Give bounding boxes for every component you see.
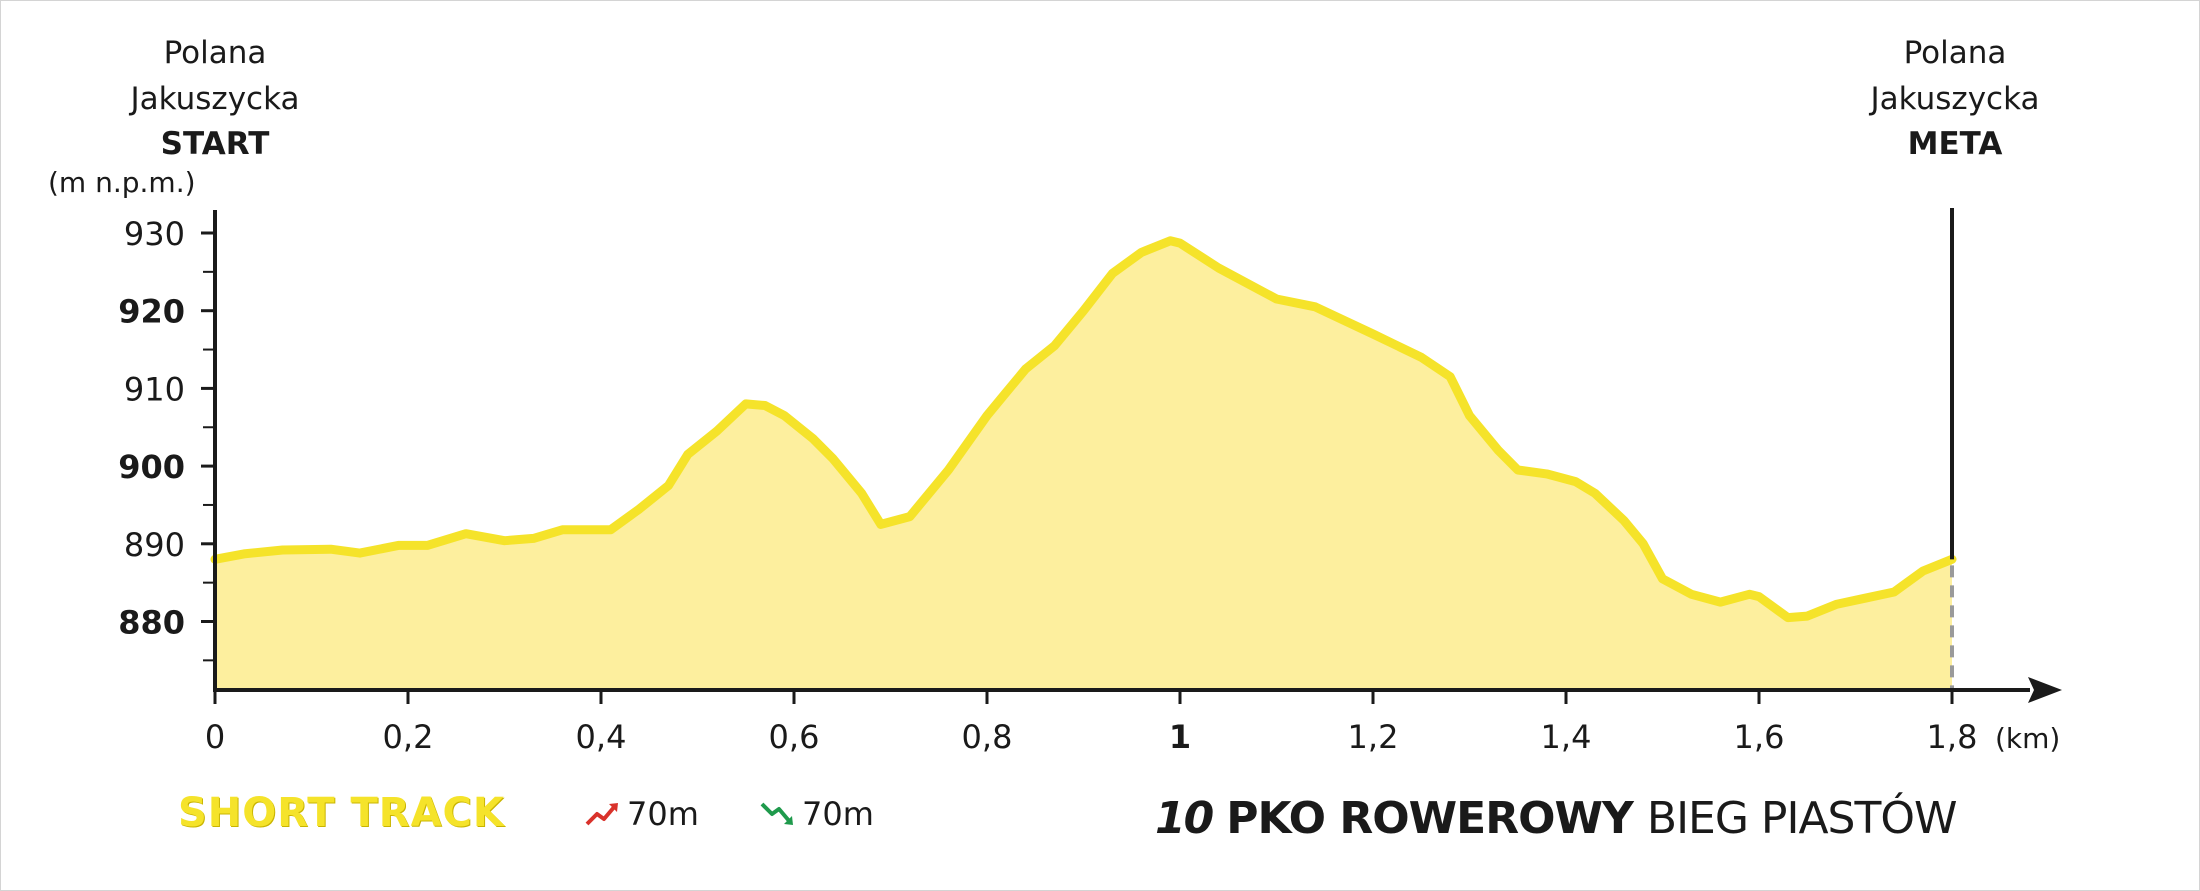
y-tick-label: 930 <box>124 215 185 253</box>
y-tick-label: 910 <box>124 370 185 408</box>
end-label-line3: META <box>1908 126 2003 162</box>
trend-down-icon <box>760 802 793 825</box>
x-tick-label: 0 <box>205 718 225 756</box>
end-label-line1: Polana <box>1904 35 2007 71</box>
brand-light-text: BIEG PIASTÓW <box>1646 793 1958 844</box>
x-tick-label: 1,2 <box>1348 718 1399 756</box>
brand-bold-text: PKO ROWEROWY <box>1226 793 1634 844</box>
endpoint-labels: Polana Jakuszycka START (m n.p.m.) Polan… <box>48 35 2040 199</box>
x-tick-label: 1 <box>1169 718 1191 756</box>
event-brand: 10 PKO ROWEROWY BIEG PIASTÓW <box>1155 793 1957 844</box>
x-axis-unit: (km) <box>1995 722 2060 755</box>
start-label-line3: START <box>161 126 270 162</box>
x-axis-arrow <box>2028 677 2062 703</box>
ascent-value: 70m <box>627 795 699 833</box>
ascent-stat: 70m <box>585 795 699 833</box>
y-tick-label: 920 <box>118 293 185 331</box>
y-axis-title: (m n.p.m.) <box>48 166 196 199</box>
brand-number: 10 <box>1155 793 1214 844</box>
start-label-line2: Jakuszycka <box>128 81 299 117</box>
elevation-line-0 <box>210 236 1957 623</box>
x-tick-label: 0,8 <box>962 718 1013 756</box>
y-tick-label: 890 <box>124 526 185 564</box>
trend-up-icon <box>585 803 618 826</box>
x-tick-label: 0,6 <box>769 718 820 756</box>
descent-value: 70m <box>802 795 874 833</box>
track-name: SHORT TRACK <box>178 790 505 836</box>
end-label-line2: Jakuszycka <box>1868 81 2039 117</box>
elevation-area-0 <box>215 240 1952 691</box>
descent-stat: 70m <box>760 795 874 833</box>
x-tick-label: 1,4 <box>1541 718 1592 756</box>
x-tick-label: 0,4 <box>576 718 627 756</box>
start-label-line1: Polana <box>164 35 267 71</box>
y-tick-label: 900 <box>118 448 185 486</box>
x-tick-label: 1,6 <box>1734 718 1785 756</box>
x-tick-label: 1,8 <box>1927 718 1978 756</box>
x-tick-label: 0,2 <box>383 718 434 756</box>
y-tick-label: 880 <box>118 604 185 642</box>
